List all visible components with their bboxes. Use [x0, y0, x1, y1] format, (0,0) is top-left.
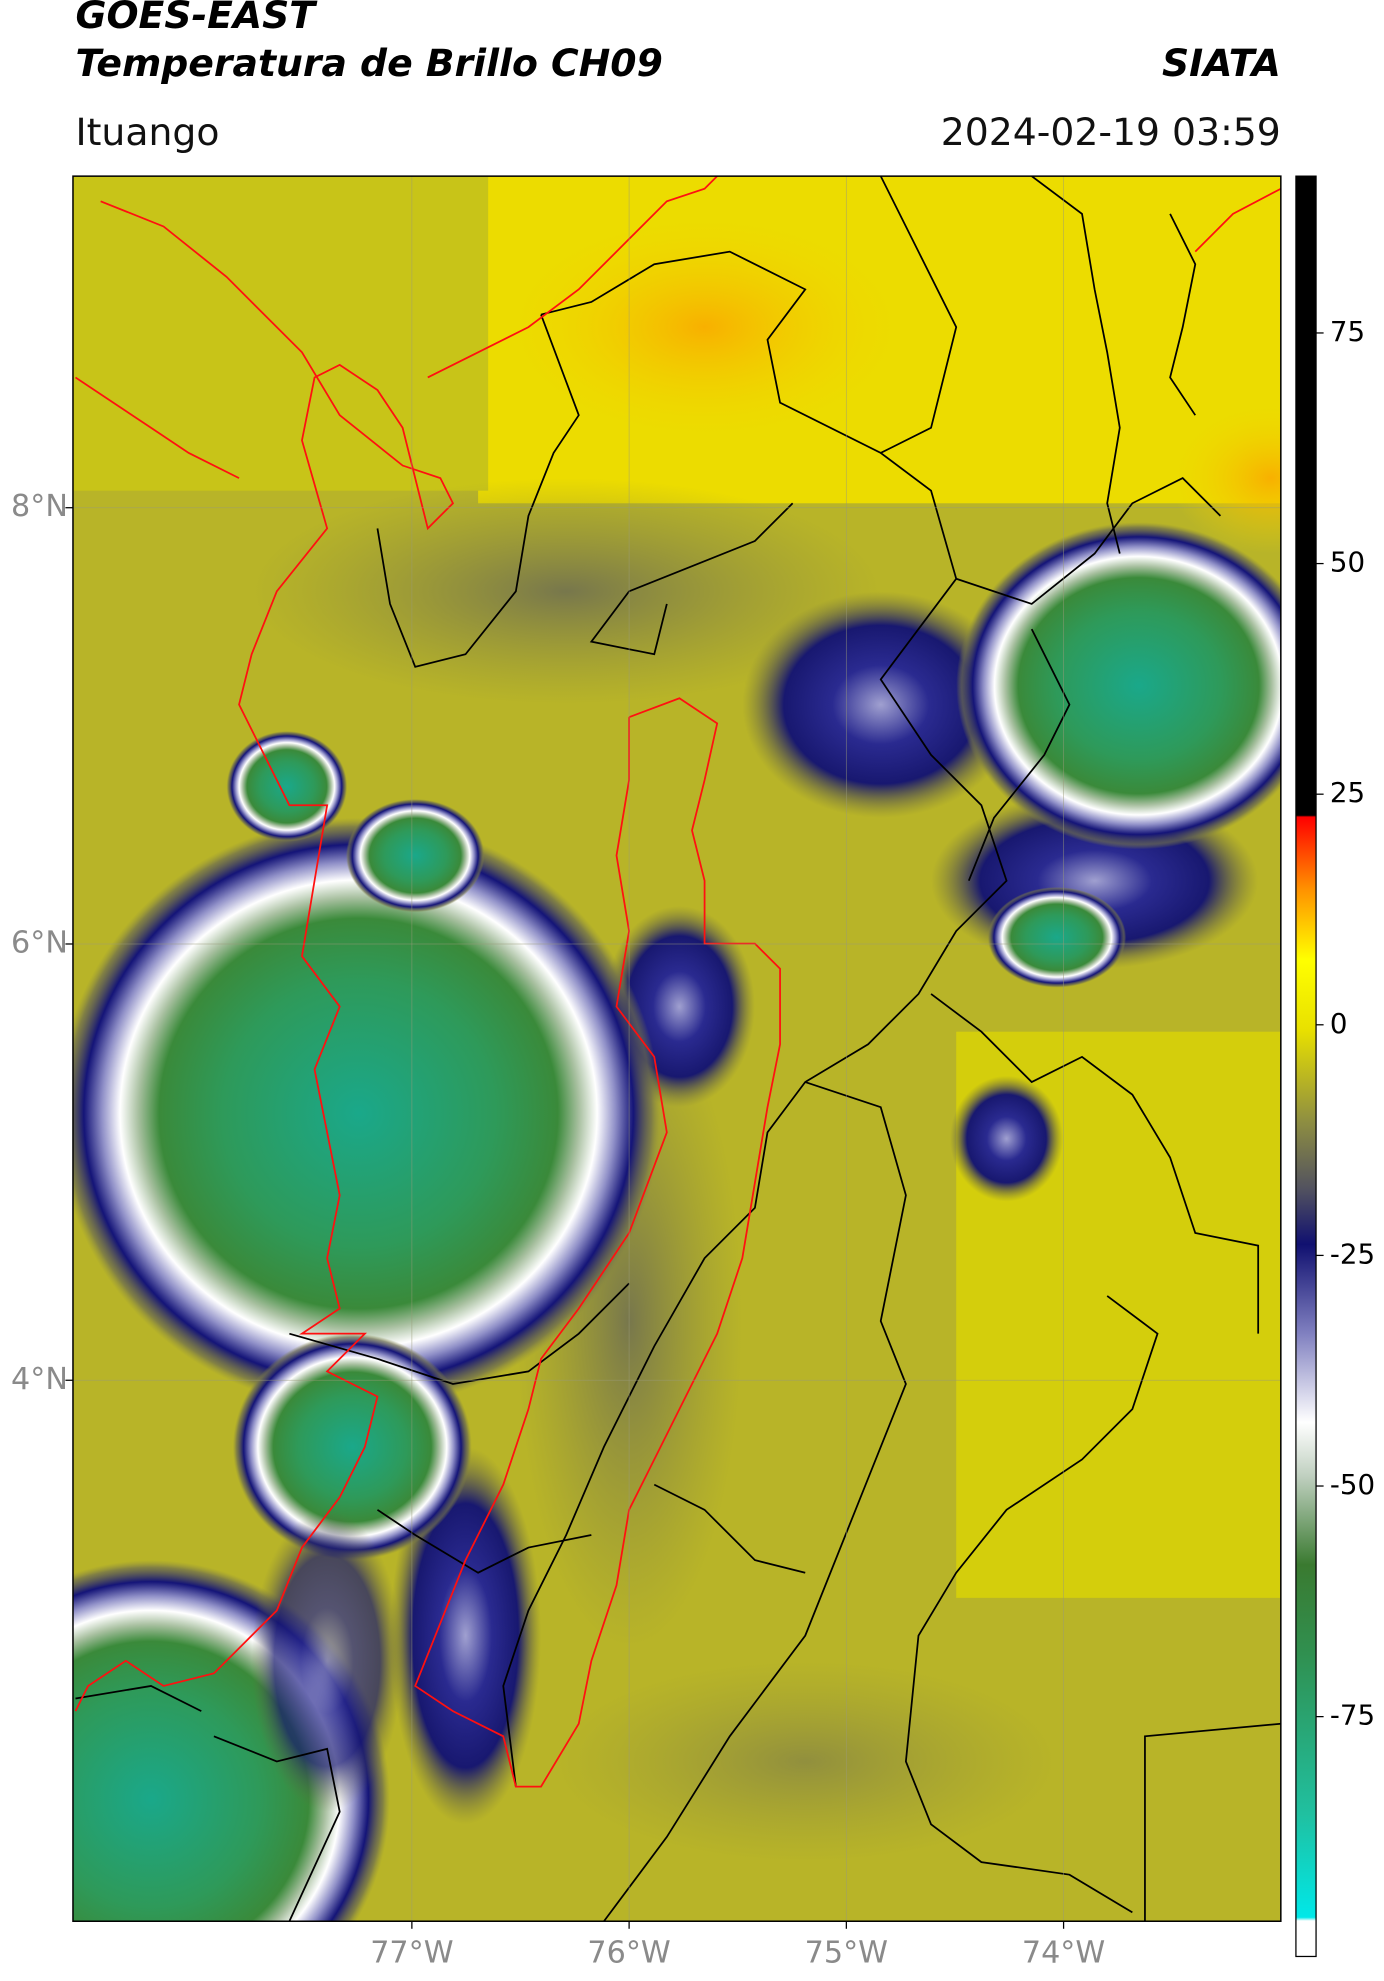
colorbar-tick-label: -50: [1330, 1468, 1375, 1501]
location: Ituango: [75, 110, 219, 154]
satellite-imagery: [72, 176, 1281, 1922]
title: GOES-EAST: [75, 0, 318, 37]
subtitle: Temperatura de Brillo CH09: [75, 41, 662, 85]
y-tick-label: 8°N: [11, 489, 68, 524]
colorbar-tick-label: -75: [1330, 1699, 1375, 1732]
x-tick-label: 76°W: [587, 1935, 670, 1970]
colorbar-tick-label: 25: [1330, 776, 1365, 809]
colorbar-tick-label: 50: [1330, 546, 1365, 579]
colorbar-ticks: 75 50 25 0 -25 -50 -75: [1316, 315, 1375, 1732]
colorbar-tick-label: -25: [1330, 1237, 1375, 1270]
graticule: [72, 176, 1281, 1922]
map-frame: [72, 175, 1282, 1922]
x-tick-label: 75°W: [805, 1935, 888, 1970]
x-tick-label: 74°W: [1022, 1935, 1105, 1970]
timestamp: 2024-02-19 03:59: [941, 110, 1281, 154]
colorbar-tick-label: 75: [1330, 315, 1365, 348]
x-tick-label: 77°W: [370, 1935, 453, 1970]
y-tick-label: 4°N: [11, 1362, 68, 1397]
y-tick-label: 6°N: [11, 925, 68, 960]
colorbar-tick-label: 0: [1330, 1007, 1348, 1040]
source: SIATA: [1162, 41, 1281, 85]
colorbar: [1295, 175, 1317, 1958]
